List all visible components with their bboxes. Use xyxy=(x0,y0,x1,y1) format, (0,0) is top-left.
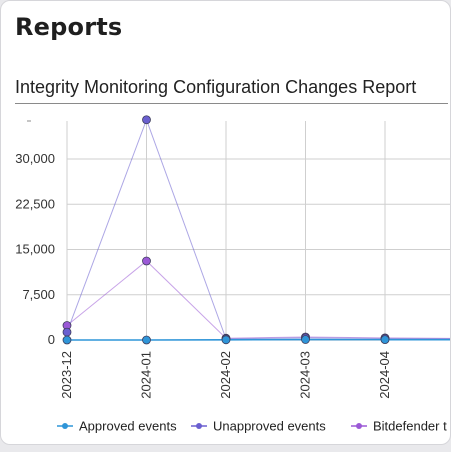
y-tick-label: 7,500 xyxy=(22,287,55,302)
page-title: Reports xyxy=(15,13,123,41)
series-points xyxy=(62,115,390,345)
y-axis: 0 7,500 15,000 22,500 30,000 xyxy=(15,151,55,347)
series-lines xyxy=(66,118,450,341)
report-title: Integrity Monitoring Configuration Chang… xyxy=(15,77,417,97)
legend-item[interactable]: Approved events xyxy=(57,419,177,434)
legend-item[interactable]: Unapproved events xyxy=(191,419,326,434)
data-point[interactable] xyxy=(142,115,151,125)
data-point[interactable] xyxy=(301,335,310,344)
report-title-divider xyxy=(15,103,448,104)
legend-label: Bitdefender t xyxy=(373,419,447,434)
chart-grid xyxy=(27,120,450,342)
series-line xyxy=(66,118,450,340)
x-tick-label: 2024-04 xyxy=(377,351,392,399)
legend-swatch-dot xyxy=(196,423,202,429)
y-tick-label: 15,000 xyxy=(15,242,55,257)
legend-swatch-dot xyxy=(62,423,68,429)
y-tick-label: 30,000 xyxy=(15,151,55,166)
data-point[interactable] xyxy=(62,327,72,337)
legend-label: Approved events xyxy=(79,419,177,434)
data-point[interactable] xyxy=(221,335,231,345)
x-axis: 2023-122024-012024-022024-032024-042024-… xyxy=(59,351,392,399)
series-line xyxy=(66,260,450,339)
x-tick-label: 2024-01 xyxy=(139,351,154,399)
chart-legend[interactable]: Approved events Unapproved events Bitdefen… xyxy=(57,419,447,434)
y-tick-label: 0 xyxy=(48,332,55,347)
data-point[interactable] xyxy=(142,256,151,266)
report-chart: 0 7,500 15,000 22,500 30,000 2023-12 2024-01 2… xyxy=(15,115,450,434)
legend-swatch-dot xyxy=(356,423,362,429)
data-point[interactable] xyxy=(142,335,151,345)
x-tick-label: 2024-02 xyxy=(218,351,233,399)
x-tick-label: 2024-03 xyxy=(298,351,313,399)
x-tick-label: 2023-12 xyxy=(59,351,74,399)
y-tick-label: 22,500 xyxy=(15,196,55,211)
legend-item[interactable]: Bitdefender t xyxy=(351,419,447,434)
data-point[interactable] xyxy=(62,335,72,345)
legend-label: Unapproved events xyxy=(213,419,326,434)
data-point[interactable] xyxy=(380,335,390,345)
